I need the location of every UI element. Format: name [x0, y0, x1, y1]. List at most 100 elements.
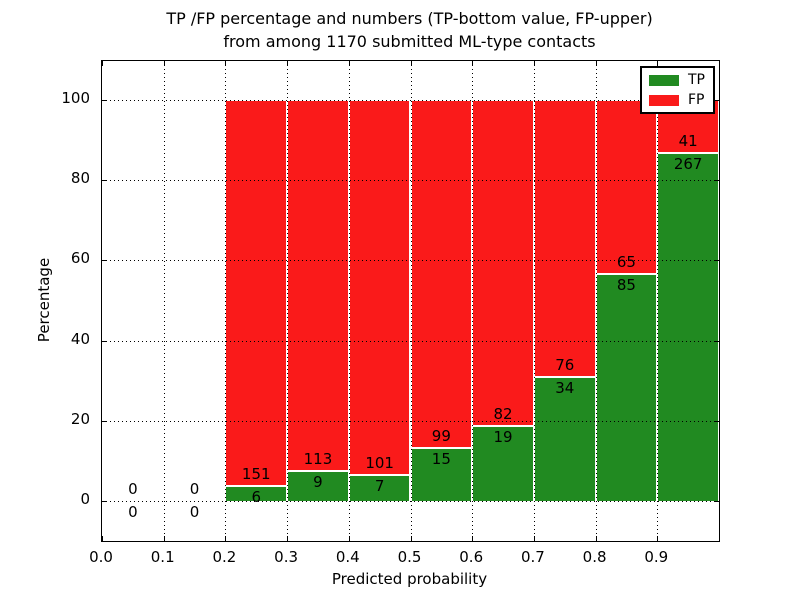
plot-area: 0 0 0 0 151 6 113 9 101 7 99 15 82 19 76 34 65 85 41 267 TP… — [101, 60, 720, 542]
fp-count-label: 65 — [616, 252, 636, 271]
y-tick-label: 20 — [70, 409, 90, 428]
tick-mark — [714, 501, 719, 502]
x-tick-label: 0.3 — [274, 548, 299, 566]
y-tick-label: 100 — [61, 89, 90, 107]
fp-count-label: 113 — [303, 450, 333, 469]
tp-count-label: 19 — [493, 427, 513, 446]
x-tick-label: 0.7 — [520, 548, 545, 566]
tp-count-label: 7 — [374, 477, 385, 495]
v-gridline — [225, 61, 227, 541]
chart-title-line2: from among 1170 submitted ML-type contac… — [223, 32, 596, 51]
fp-count-label: 0 — [189, 480, 200, 498]
y-tick-label: 80 — [70, 169, 90, 188]
fp-count-label: 99 — [431, 427, 451, 446]
tp-count-label: 15 — [431, 450, 451, 469]
tick-mark — [595, 536, 597, 541]
tick-mark — [102, 61, 103, 66]
y-tick-label: 0 — [80, 490, 90, 508]
x-tick-label: 0.8 — [582, 548, 607, 566]
tick-mark — [102, 420, 107, 422]
legend-item-fp: FP — [649, 93, 705, 107]
fp-count-label: 101 — [365, 454, 394, 472]
chart-title-line1: TP /FP percentage and numbers (TP-bottom… — [166, 9, 653, 28]
tick-mark — [102, 536, 103, 541]
x-axis-label: Predicted probability — [331, 570, 488, 588]
bar-segment-fp — [472, 100, 534, 426]
tp-count-label: 34 — [555, 379, 575, 398]
tp-count-label: 85 — [616, 275, 636, 294]
bar-segment-tp — [595, 273, 658, 501]
bar-segment-fp — [348, 100, 411, 475]
v-gridline — [472, 61, 474, 541]
fp-count-label: 151 — [241, 464, 271, 483]
tick-mark — [657, 536, 659, 541]
v-gridline — [163, 61, 165, 541]
legend: TP FP — [640, 66, 715, 114]
fp-color-swatch — [649, 94, 679, 106]
x-tick-label: 0.9 — [644, 548, 669, 566]
bar-segment-fp — [287, 100, 349, 472]
tick-mark — [348, 536, 350, 541]
tp-count-label: 267 — [673, 155, 703, 174]
tp-count-label: 0 — [189, 503, 200, 521]
tick-mark — [714, 340, 719, 342]
tick-mark — [472, 536, 474, 541]
tick-mark — [657, 61, 659, 66]
v-gridline — [410, 61, 412, 541]
tick-mark — [714, 420, 719, 422]
tick-mark — [287, 61, 289, 66]
v-gridline — [595, 61, 597, 541]
tick-mark — [595, 61, 597, 66]
bar-segment-tp — [348, 475, 411, 501]
x-tick-label: 0.4 — [335, 548, 360, 566]
fp-count-label: 76 — [555, 356, 575, 375]
tick-mark — [348, 61, 350, 66]
tick-mark — [533, 61, 535, 66]
v-gridline — [287, 61, 289, 541]
tick-mark — [714, 260, 719, 262]
tick-mark — [163, 61, 165, 66]
legend-label-fp: FP — [688, 92, 705, 108]
tick-mark — [102, 260, 107, 262]
bar-segment-fp — [595, 100, 658, 274]
tick-mark — [225, 61, 227, 66]
x-tick-label: 0.5 — [397, 548, 422, 566]
bar-segment-tp — [472, 425, 534, 501]
y-tick-label: 60 — [70, 249, 90, 268]
bar-segment-fp — [225, 100, 288, 486]
bar-segment-tp — [657, 153, 719, 501]
tp-count-label: 0 — [128, 503, 138, 521]
bar-segment-fp — [410, 100, 473, 449]
x-tick-label: 0.2 — [212, 548, 237, 566]
tp-count-label: 6 — [251, 487, 262, 506]
tp-count-label: 9 — [313, 473, 323, 492]
tick-mark — [102, 340, 107, 342]
tick-mark — [163, 536, 165, 541]
tick-mark — [102, 180, 107, 182]
tick-mark — [287, 536, 289, 541]
bar-segment-tp — [533, 377, 596, 501]
legend-item-tp: TP — [649, 73, 705, 87]
x-tick-label: 0.6 — [459, 548, 484, 566]
v-gridline — [657, 61, 659, 541]
tick-mark — [533, 536, 535, 541]
bar-segment-tp — [410, 448, 473, 501]
fp-count-label: 0 — [128, 480, 138, 498]
fp-count-label: 41 — [678, 132, 698, 151]
tick-mark — [410, 536, 412, 541]
tick-mark — [714, 100, 719, 101]
bar-segment-tp — [287, 471, 349, 501]
tick-mark — [472, 61, 474, 66]
bar-segment-fp — [533, 100, 596, 378]
tp-color-swatch — [649, 74, 679, 86]
x-tick-label: 0.0 — [89, 548, 113, 566]
legend-label-tp: TP — [688, 72, 705, 88]
y-axis-label: Percentage — [35, 257, 53, 343]
x-tick-label: 0.1 — [150, 548, 175, 566]
tick-mark — [102, 100, 107, 101]
y-tick-label: 40 — [70, 329, 90, 348]
tick-mark — [225, 536, 227, 541]
v-gridline — [533, 61, 535, 541]
chart-title: TP /FP percentage and numbers (TP-bottom… — [101, 7, 718, 53]
